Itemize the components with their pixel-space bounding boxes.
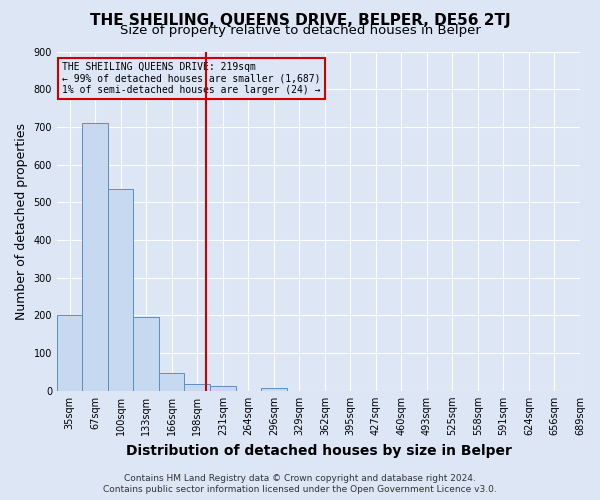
Text: Contains HM Land Registry data © Crown copyright and database right 2024.
Contai: Contains HM Land Registry data © Crown c… <box>103 474 497 494</box>
Text: Size of property relative to detached houses in Belper: Size of property relative to detached ho… <box>119 24 481 37</box>
Bar <box>57 314 82 391</box>
X-axis label: Distribution of detached houses by size in Belper: Distribution of detached houses by size … <box>125 444 511 458</box>
Bar <box>82 123 108 391</box>
Y-axis label: Number of detached properties: Number of detached properties <box>15 122 28 320</box>
Bar <box>184 384 210 391</box>
Text: THE SHEILING QUEENS DRIVE: 219sqm
← 99% of detached houses are smaller (1,687)
1: THE SHEILING QUEENS DRIVE: 219sqm ← 99% … <box>62 62 320 95</box>
Bar <box>261 388 287 391</box>
Bar <box>210 386 236 391</box>
Text: THE SHEILING, QUEENS DRIVE, BELPER, DE56 2TJ: THE SHEILING, QUEENS DRIVE, BELPER, DE56… <box>89 12 511 28</box>
Bar <box>159 374 184 391</box>
Bar <box>108 189 133 391</box>
Bar <box>133 318 159 391</box>
